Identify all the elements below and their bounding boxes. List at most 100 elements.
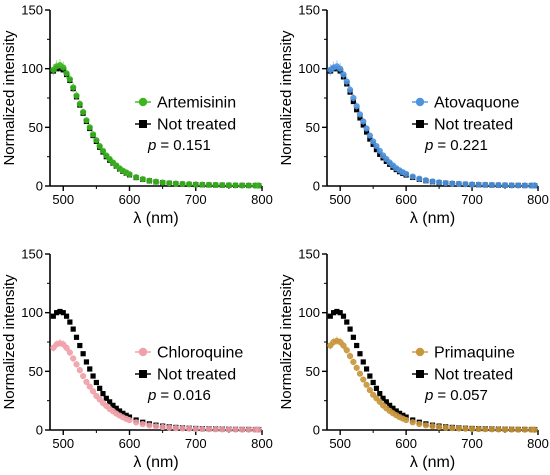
data-point <box>70 84 77 91</box>
data-point <box>409 419 416 426</box>
data-point <box>159 423 166 431</box>
x-axis-label: λ (nm) <box>133 454 178 471</box>
data-point <box>356 370 364 377</box>
data-point <box>63 313 70 319</box>
data-point <box>89 131 97 138</box>
x-tick-label: 800 <box>527 192 549 207</box>
data-point <box>334 308 340 315</box>
data-point <box>416 420 423 428</box>
data-point <box>80 351 86 357</box>
data-point <box>462 181 469 188</box>
legend-marker-circle <box>138 97 148 107</box>
legend-entry: Not treated <box>412 117 513 134</box>
y-tick-label: 50 <box>306 120 320 135</box>
data-point <box>501 426 509 433</box>
data-point <box>429 178 436 185</box>
data-point <box>219 181 226 189</box>
data-point <box>166 424 173 431</box>
data-point <box>166 180 173 187</box>
data-point <box>475 181 482 188</box>
p-symbol: p <box>147 137 156 154</box>
x-tick-label: 500 <box>329 436 351 451</box>
data-point <box>521 182 528 189</box>
data-point <box>340 71 347 78</box>
data-point <box>468 181 476 188</box>
data-point <box>482 426 489 433</box>
data-point <box>146 422 153 429</box>
x-tick-label: 800 <box>527 436 549 451</box>
x-tick-label: 600 <box>119 436 141 451</box>
data-point <box>76 367 83 374</box>
data-point <box>462 425 469 432</box>
data-point <box>377 391 383 397</box>
data-point <box>366 387 373 394</box>
data-point <box>192 425 199 433</box>
data-point <box>353 103 360 110</box>
x-tick-label: 700 <box>461 436 483 451</box>
data-point <box>350 334 356 340</box>
data-point <box>350 94 357 102</box>
x-tick-label: 700 <box>461 192 483 207</box>
data-point <box>172 180 179 187</box>
data-point <box>356 111 364 118</box>
data-point <box>179 425 186 432</box>
data-point <box>508 182 515 189</box>
data-point <box>370 379 376 386</box>
data-point <box>376 147 383 154</box>
data-point <box>239 182 246 189</box>
p-value: = 0.221 <box>437 137 487 154</box>
data-point <box>60 64 67 71</box>
data-point <box>346 86 354 93</box>
data-point <box>373 147 380 153</box>
data-point <box>83 117 90 124</box>
data-point <box>73 92 80 99</box>
data-point <box>482 181 489 188</box>
legend-entry: Primaquine <box>412 345 515 362</box>
p-value-annotation: p = 0.057 <box>424 387 488 404</box>
data-point <box>390 405 396 411</box>
legend-entry: Artemisinin <box>135 95 236 112</box>
y-tick-label: 150 <box>298 247 320 262</box>
data-point <box>357 351 363 357</box>
x-axis-label: λ (nm) <box>133 210 178 227</box>
y-axis-label: Normalized intensity <box>278 274 295 410</box>
data-point <box>66 76 73 83</box>
p-value-annotation: p = 0.151 <box>147 137 211 154</box>
p-symbol: p <box>147 387 156 404</box>
legend-label: Not treated <box>157 367 236 384</box>
data-point <box>350 358 357 366</box>
data-point <box>508 426 515 433</box>
data-point <box>360 118 367 125</box>
data-point <box>387 402 393 408</box>
data-point <box>255 182 262 189</box>
data-point <box>159 179 166 186</box>
data-point <box>86 383 93 390</box>
data-point <box>435 179 443 186</box>
chart-panel-1: 0 50 100 150 500 600 700 800 λ (nm) Normalized in… <box>1 3 273 228</box>
data-point <box>97 385 103 391</box>
data-point <box>363 125 370 132</box>
data-point <box>186 425 193 432</box>
data-point <box>212 426 219 433</box>
data-point <box>327 313 333 319</box>
legend-marker-circle <box>415 347 425 357</box>
data-point <box>337 310 343 316</box>
data-point <box>475 425 482 433</box>
data-point <box>90 373 96 379</box>
data-point <box>409 173 416 180</box>
data-point <box>455 180 462 187</box>
y-tick-label: 100 <box>298 305 320 320</box>
y-tick-label: 100 <box>21 305 43 320</box>
data-point <box>50 313 56 319</box>
y-axis-label: Normalized intensity <box>278 30 295 166</box>
data-point <box>152 423 160 430</box>
data-point <box>87 366 93 372</box>
data-point <box>343 347 350 354</box>
data-point <box>126 417 133 424</box>
y-tick-label: 100 <box>21 61 43 76</box>
legend-marker-square <box>139 120 147 128</box>
y-tick-label: 150 <box>21 3 43 18</box>
legend-entry: Atovaquone <box>412 95 520 112</box>
data-point <box>232 182 239 189</box>
